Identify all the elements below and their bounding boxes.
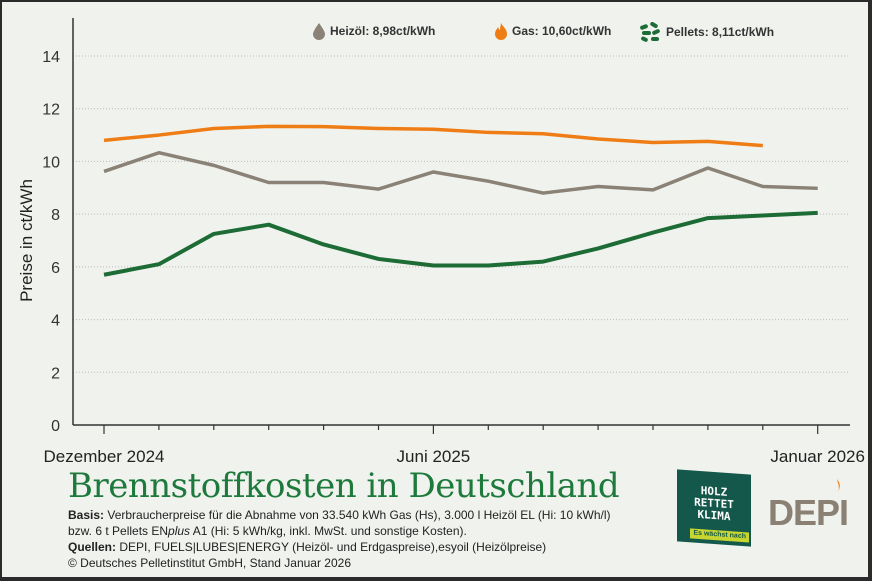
pellets-icon [640,22,660,42]
basis-text-italic: plus [168,524,191,538]
series-line-pellets [103,210,818,277]
chart-notes: Basis: Verbraucherpreise für die Abnahme… [68,507,611,571]
legend-heizoel: Heizöl: 8,98ct/kWh [312,22,435,40]
y-tick-label: 4 [51,313,60,330]
holz-rettet-klima-logo: HOLZ RETTET KLIMA Es wächst nach [677,469,751,547]
basis-text: A1 (Hi: 5 kWh/kg, inkl. MwSt. und sonsti… [190,524,467,538]
basis-label: Basis: [68,508,105,522]
basis-text: bzw. 6 t Pellets EN [68,524,169,538]
series-line-heizoel [103,150,818,195]
basis-text: Verbraucherpreise für die Abnahme von 33… [104,508,611,522]
legend-pellets: Pellets: 8,11ct/kWh [638,22,774,42]
depi-logo: DEPI [768,479,849,534]
oil-drop-icon [313,23,325,40]
logo-tag: Es wächst nach [690,528,749,543]
flame-icon [495,23,507,40]
legend-gas: Gas: 10,60ct/kWh [494,22,611,40]
y-tick-label: 12 [42,102,60,119]
y-tick-label: 2 [51,365,60,382]
legend-label: Gas: 10,60ct/kWh [512,24,612,38]
y-tick-label: 6 [51,260,60,277]
x-tick-label: Dezember 2024 [44,447,165,466]
x-tick-label: Januar 2026 [770,447,865,466]
legend-label: Heizöl: 8,98ct/kWh [330,24,436,38]
logo-text: DEPI [768,492,849,533]
y-tick-label: 14 [42,49,60,66]
series-line-gas [103,124,763,148]
y-tick-label: 8 [51,207,60,224]
y-tick-label: 10 [42,154,60,171]
y-axis-label: Preise in ct/kWh [17,179,36,302]
copyright: © Deutsches Pelletinstitut GmbH, Stand J… [68,556,351,570]
flame-icon [837,479,840,492]
legend-label: Pellets: 8,11ct/kWh [666,25,775,39]
sources-text: DEPI, FUELS|LUBES|ENERGY (Heizöl- und Er… [116,540,547,554]
y-tick-label: 0 [51,418,60,435]
x-tick-label: Juni 2025 [397,447,471,466]
sources-label: Quellen: [68,540,117,554]
chart-title: Brennstoffkosten in Deutschland [68,466,620,506]
